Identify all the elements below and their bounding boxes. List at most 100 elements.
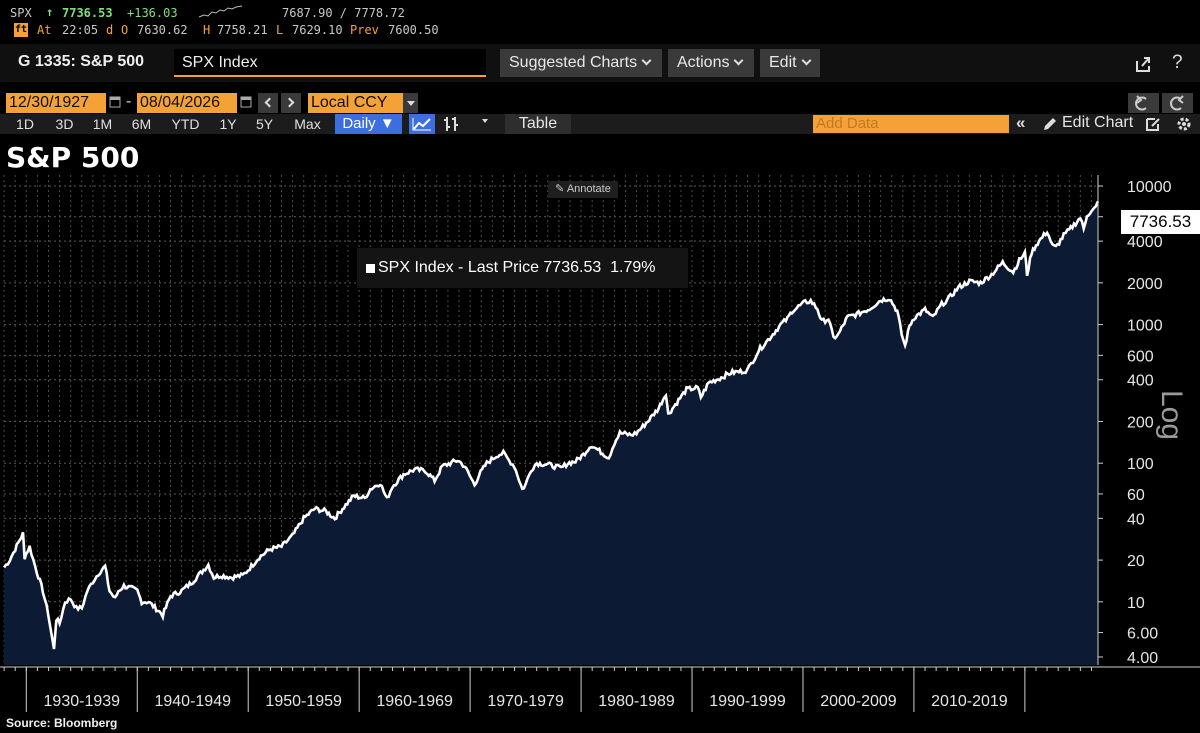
- date-separator: -: [126, 93, 132, 110]
- time-value: 22:05: [62, 23, 99, 37]
- bar-chart-icon[interactable]: [440, 114, 462, 134]
- help-icon[interactable]: ?: [1172, 52, 1183, 73]
- page-label: G 1335: S&P 500: [18, 53, 145, 70]
- period-button-ytd[interactable]: YTD: [163, 114, 208, 134]
- sparkline-icon: [198, 5, 243, 18]
- d-label: d: [106, 23, 114, 37]
- period-button-1d[interactable]: 1D: [6, 114, 44, 134]
- last-price: 7736.53: [62, 6, 113, 20]
- period-button-max[interactable]: Max: [285, 114, 330, 134]
- log-scale-label: Log: [1155, 390, 1188, 441]
- low-label: L: [276, 23, 284, 37]
- y-tick-label: 60: [1127, 487, 1145, 504]
- caret-down-icon: [407, 101, 415, 106]
- annotate-button[interactable]: ✎ Annotate: [548, 181, 618, 198]
- gear-icon[interactable]: [1175, 115, 1193, 133]
- y-tick-label: 200: [1127, 414, 1154, 431]
- chart-type-caret-icon[interactable]: [482, 119, 488, 123]
- ticker-bar: SPX ↑ 7736.53 +136.03 7687.90 / 7778.72 …: [0, 0, 1200, 42]
- ticker-symbol: SPX: [10, 6, 32, 20]
- period-button-1m[interactable]: 1M: [85, 114, 120, 134]
- y-tick-label: 10000: [1127, 179, 1172, 196]
- start-date-field[interactable]: 12/30/1927: [6, 93, 106, 113]
- actions-label: Actions: [677, 54, 730, 71]
- chart-title: S&P 500: [6, 141, 140, 174]
- add-data-placeholder: Add Data: [816, 115, 879, 132]
- legend: SPX Index - Last Price 7736.53 1.79%: [357, 248, 688, 288]
- high-label: H: [203, 23, 211, 37]
- currency-select[interactable]: Local CCY: [308, 93, 403, 113]
- end-date-field[interactable]: 08/04/2026: [137, 93, 237, 113]
- price-line: [3, 200, 1100, 650]
- x-tick-label: 1970-1979: [487, 693, 564, 710]
- line-chart-icon: [412, 118, 431, 131]
- day-range: 7687.90 / 7778.72: [282, 6, 405, 20]
- calendar-icon[interactable]: [109, 95, 121, 109]
- legend-swatch: [366, 264, 375, 273]
- edit-chart-button[interactable]: Edit Chart: [1062, 114, 1134, 131]
- x-tick-label: 2000-2009: [820, 693, 897, 710]
- x-tick-label: 1980-1989: [598, 693, 675, 710]
- annotate-label: Annotate: [566, 183, 611, 195]
- add-data-input[interactable]: Add Data: [813, 115, 1009, 133]
- undo-icon: [1135, 95, 1147, 111]
- period-button-3d[interactable]: 3D: [48, 114, 81, 134]
- edit-button[interactable]: Edit: [760, 49, 820, 77]
- x-tick-label: 1930-1939: [44, 693, 121, 710]
- period-button-5y[interactable]: 5Y: [248, 114, 281, 134]
- ft-badge-icon: ft: [14, 23, 28, 37]
- next-period-button[interactable]: [281, 93, 301, 113]
- high-value: 7758.21: [217, 23, 268, 37]
- security-input[interactable]: SPX Index: [174, 49, 486, 77]
- last-value-tag: 7736.53: [1121, 210, 1200, 234]
- export-icon[interactable]: [1134, 55, 1152, 73]
- y-tick-label: 4.00: [1127, 650, 1158, 667]
- x-tick-label: 1940-1949: [154, 693, 231, 710]
- undo-button[interactable]: [1128, 93, 1159, 113]
- y-tick-label: 600: [1127, 348, 1154, 365]
- edit-settings-icon[interactable]: [1144, 115, 1162, 133]
- actions-button[interactable]: Actions: [668, 49, 754, 77]
- prev-value: 7600.50: [388, 23, 439, 37]
- table-button[interactable]: Table: [505, 114, 571, 134]
- legend-text: SPX Index - Last Price 7736.53 1.79%: [378, 259, 656, 276]
- source-label: Source: Bloomberg: [6, 716, 118, 730]
- x-tick-label: 1960-1969: [376, 693, 453, 710]
- redo-icon: [1170, 95, 1184, 111]
- prev-period-button[interactable]: [258, 93, 278, 113]
- up-arrow-icon: ↑: [46, 5, 54, 19]
- prev-label: Prev: [350, 23, 379, 37]
- low-value: 7629.10: [292, 23, 343, 37]
- y-tick-label: 10: [1127, 595, 1145, 612]
- y-tick-label: 100: [1127, 456, 1154, 473]
- x-tick-label: 2010-2019: [931, 693, 1008, 710]
- open-label: O: [121, 23, 129, 37]
- y-tick-label: 6.00: [1127, 626, 1158, 643]
- currency-dropdown-button[interactable]: [403, 93, 418, 113]
- y-tick-label: 40: [1127, 511, 1145, 528]
- header-row: G 1335: S&P 500 SPX Index Suggested Char…: [0, 44, 1200, 82]
- calendar-icon[interactable]: [240, 95, 252, 109]
- redo-button[interactable]: [1162, 93, 1193, 113]
- at-label: At: [37, 23, 52, 37]
- frequency-select[interactable]: Daily ▼: [335, 114, 402, 134]
- x-tick-label: 1950-1959: [265, 693, 342, 710]
- x-tick-label: 1990-1999: [709, 693, 786, 710]
- period-button-1y[interactable]: 1Y: [212, 114, 244, 134]
- y-tick-label: 400: [1127, 373, 1154, 390]
- price-change: +136.03: [127, 6, 178, 20]
- y-tick-label: 1000: [1127, 318, 1163, 335]
- period-button-6m[interactable]: 6M: [124, 114, 159, 134]
- edit-label: Edit: [769, 54, 797, 71]
- suggested-charts-label: Suggested Charts: [509, 54, 638, 71]
- y-tick-label: 20: [1127, 553, 1145, 570]
- suggested-charts-button[interactable]: Suggested Charts: [500, 49, 662, 77]
- open-value: 7630.62: [137, 23, 188, 37]
- y-tick-label: 4000: [1127, 234, 1163, 251]
- collapse-icon[interactable]: «: [1016, 113, 1026, 132]
- pencil-icon: [1044, 118, 1056, 130]
- y-tick-label: 2000: [1127, 276, 1163, 293]
- line-chart-button[interactable]: [409, 114, 435, 134]
- price-area: [4, 201, 1099, 665]
